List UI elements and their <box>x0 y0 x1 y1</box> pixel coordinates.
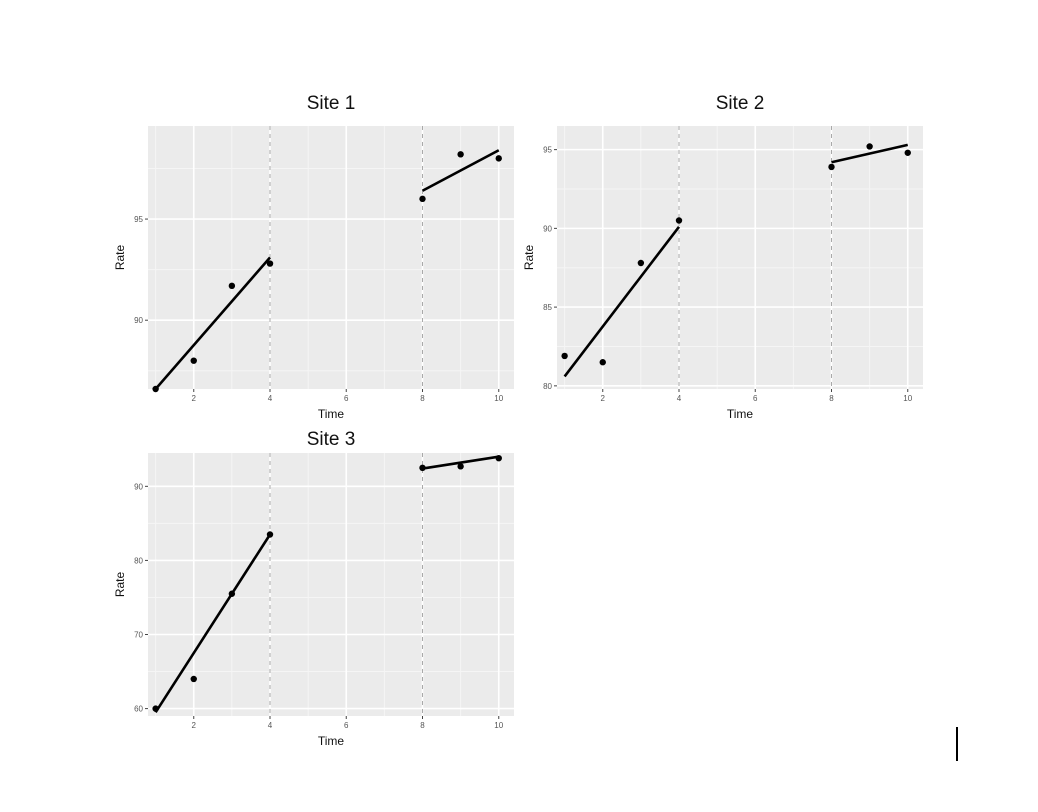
data-point <box>228 282 236 290</box>
x-axis-label: Time <box>318 407 345 421</box>
data-point <box>266 260 274 267</box>
fit-line <box>421 149 500 192</box>
data-point <box>828 163 835 171</box>
y-axis-label: Rate <box>113 572 127 598</box>
data-point <box>866 143 873 150</box>
y-tick-label: 90 <box>543 224 552 233</box>
x-axis-label: Time <box>727 407 754 421</box>
data-point <box>228 590 236 597</box>
data-point <box>495 155 502 162</box>
x-tick-label: 8 <box>420 721 425 730</box>
panel-title: Site 1 <box>307 93 356 114</box>
x-tick-label: 2 <box>601 394 606 403</box>
x-axis-label: Time <box>318 734 345 748</box>
fit-line <box>154 533 272 713</box>
data-point <box>904 149 911 156</box>
data-point <box>152 385 159 393</box>
y-tick-label: 70 <box>134 631 143 640</box>
data-point <box>495 454 502 462</box>
chart-panel <box>145 126 514 393</box>
y-tick-label: 60 <box>134 705 143 714</box>
data-point <box>637 259 645 267</box>
chart-panel <box>145 453 514 719</box>
data-point <box>152 705 159 712</box>
data-point <box>266 531 274 538</box>
x-tick-label: 4 <box>677 394 682 403</box>
y-tick-label: 90 <box>134 316 143 325</box>
x-tick-label: 4 <box>268 721 273 730</box>
x-tick-label: 8 <box>420 394 425 403</box>
x-tick-label: 2 <box>192 721 197 730</box>
plot-background <box>148 126 514 389</box>
fit-line <box>563 226 681 378</box>
x-tick-label: 8 <box>829 394 834 403</box>
y-axis-label: Rate <box>522 245 536 271</box>
data-point <box>457 151 464 158</box>
text-cursor <box>956 727 958 761</box>
data-point <box>561 352 568 360</box>
x-tick-label: 6 <box>344 721 349 730</box>
x-tick-label: 10 <box>903 394 912 403</box>
x-tick-label: 6 <box>344 394 349 403</box>
data-point <box>190 357 197 364</box>
y-tick-label: 80 <box>543 382 552 391</box>
y-tick-label: 95 <box>134 215 143 224</box>
y-axis-label: Rate <box>113 245 127 271</box>
x-tick-label: 10 <box>494 721 503 730</box>
chart-panel <box>554 126 923 392</box>
y-tick-label: 80 <box>134 556 143 565</box>
fit-line <box>422 455 499 470</box>
y-tick-label: 85 <box>543 303 552 312</box>
data-point <box>599 359 606 366</box>
y-tick-label: 95 <box>543 146 552 155</box>
data-point <box>419 464 426 472</box>
panel-title: Site 2 <box>716 93 765 114</box>
panel-title: Site 3 <box>307 429 356 450</box>
plot-background <box>557 126 923 389</box>
data-point <box>190 675 197 683</box>
fit-line <box>831 143 909 164</box>
fit-line <box>154 256 271 390</box>
x-tick-label: 10 <box>494 394 503 403</box>
x-tick-label: 2 <box>192 394 197 403</box>
x-tick-label: 4 <box>268 394 273 403</box>
plot-background <box>148 453 514 716</box>
x-tick-label: 6 <box>753 394 758 403</box>
data-point <box>675 217 683 224</box>
data-point <box>419 195 426 203</box>
data-point <box>457 463 464 470</box>
y-tick-label: 90 <box>134 482 143 491</box>
